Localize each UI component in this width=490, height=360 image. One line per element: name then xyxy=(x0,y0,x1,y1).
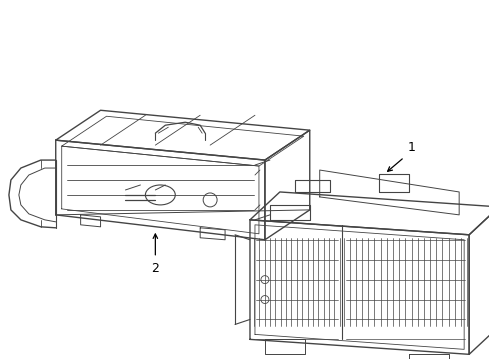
Text: 2: 2 xyxy=(151,262,159,275)
Text: 1: 1 xyxy=(407,141,415,154)
